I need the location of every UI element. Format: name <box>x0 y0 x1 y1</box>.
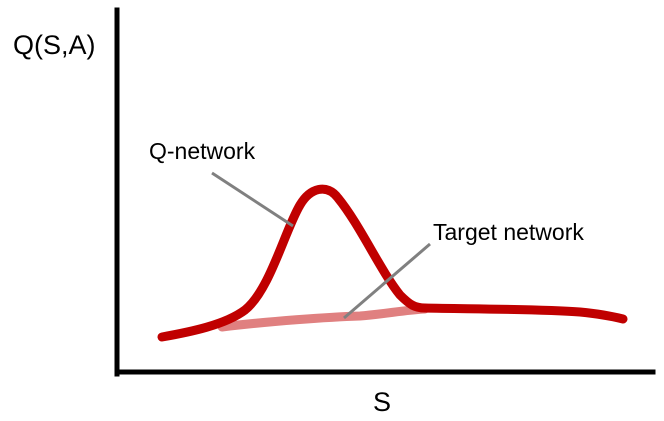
q-network-label: Q-network <box>149 138 256 164</box>
q-network-curve <box>157 184 628 342</box>
y-axis-label: Q(S,A) <box>13 30 96 60</box>
x-axis-label: S <box>373 387 391 417</box>
target-network-curve <box>217 304 430 332</box>
target-network-leader-line <box>343 242 431 320</box>
q-network-leader-line <box>211 171 294 228</box>
target-network-label: Target network <box>433 219 584 245</box>
